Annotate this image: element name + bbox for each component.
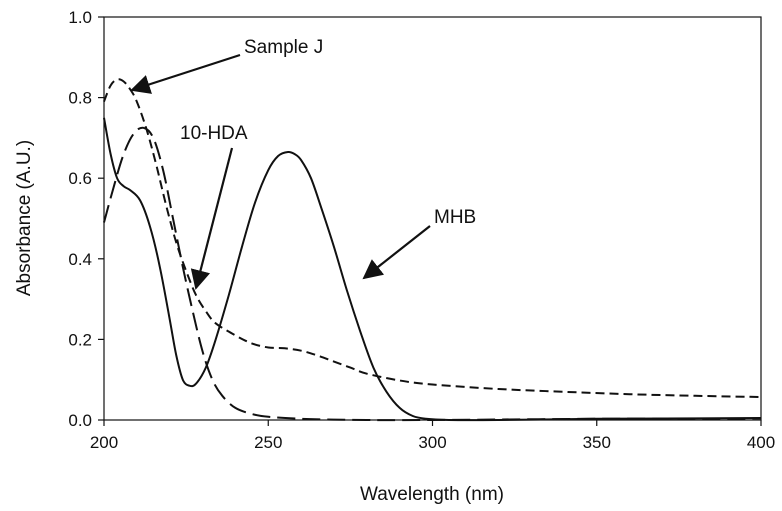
annotation-arrow-sample-j [130,53,241,94]
y-tick-label: 0.2 [68,330,92,349]
x-tick-label: 350 [583,433,611,452]
y-tick-label: 0.8 [68,89,92,108]
y-tick-label: 0.0 [68,411,92,430]
annotation-layer: Sample J 10-HDA MHB [130,37,476,290]
x-tick-label: 300 [418,433,446,452]
y-axis-ticks: 0.0 0.2 0.4 0.6 0.8 1.0 [68,8,104,430]
y-axis-title: Absorbance (A.U.) [14,140,35,296]
annotation-arrow-mhb [362,225,431,280]
annotation-label-10-hda: 10-HDA [180,123,248,144]
annotation-label-mhb: MHB [434,207,476,228]
x-tick-label: 250 [254,433,282,452]
x-axis-ticks: 200 250 300 350 400 [90,420,775,452]
y-tick-label: 1.0 [68,8,92,27]
x-tick-label: 400 [747,433,775,452]
series-line-10-hda [103,126,762,422]
annotation-arrow-10-hda [190,147,234,290]
y-tick-label: 0.4 [68,250,92,269]
y-tick-label: 0.6 [68,169,92,188]
plot-area [103,16,762,421]
annotation-label-sample-j: Sample J [244,37,323,58]
series-line-mhb [103,117,762,422]
series-layer [103,78,762,422]
x-tick-label: 200 [90,433,118,452]
x-axis-title: Wavelength (nm) [360,484,504,505]
series-line-sample-j [103,78,762,398]
